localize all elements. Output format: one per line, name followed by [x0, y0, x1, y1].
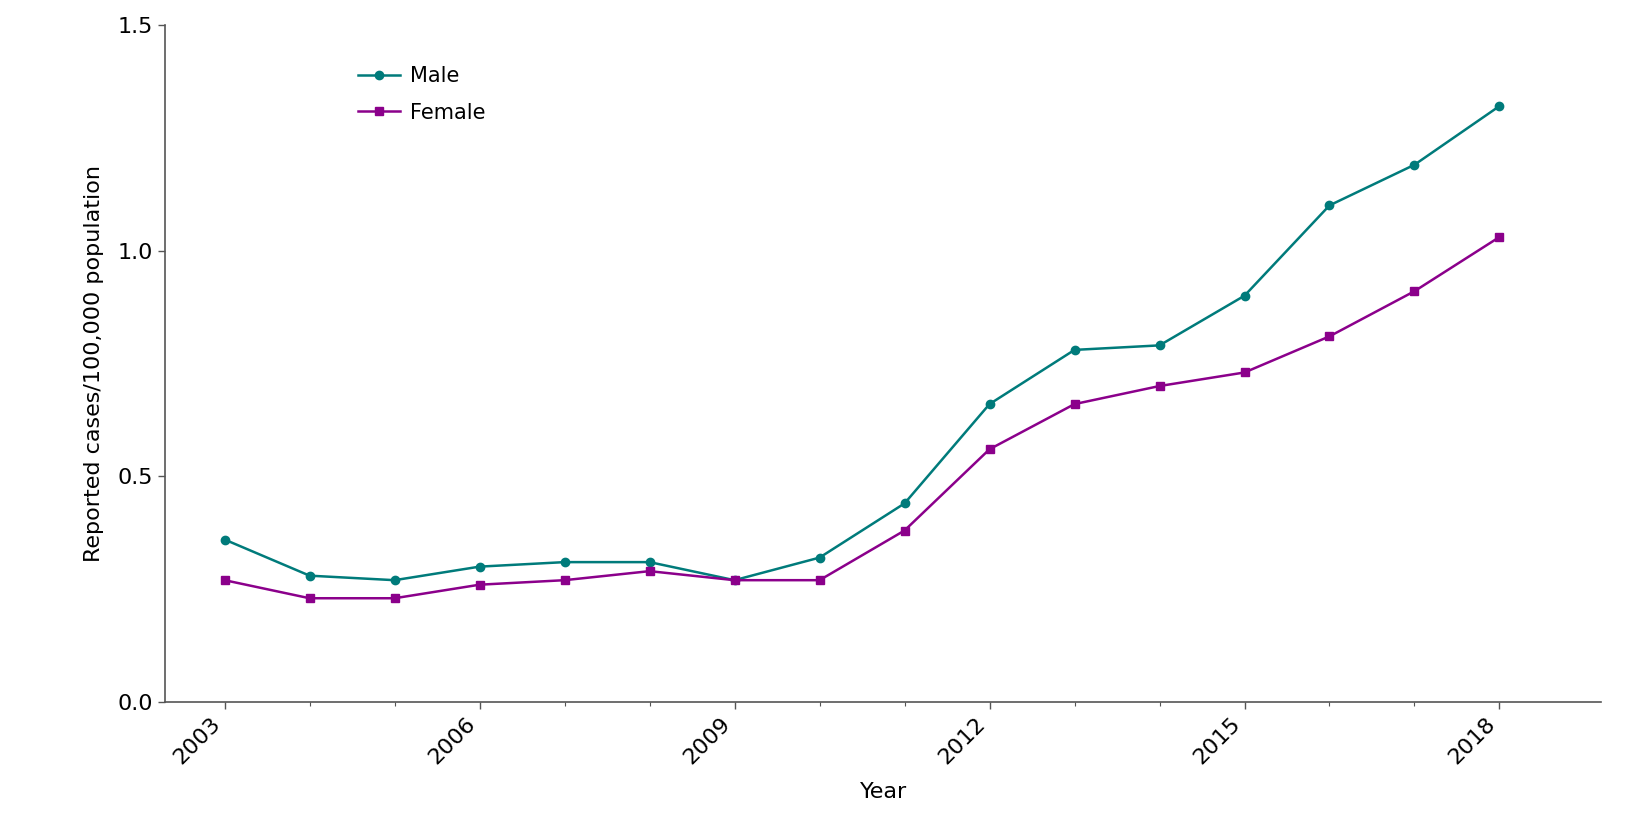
Female — [725, 575, 745, 585]
Female — [979, 444, 999, 454]
Female — [1235, 368, 1255, 377]
Female — [1065, 399, 1085, 409]
Female — [385, 593, 404, 603]
Male — [1149, 340, 1169, 350]
Male — [639, 558, 659, 567]
Male — [895, 498, 915, 508]
Female — [639, 566, 659, 576]
Male — [385, 575, 404, 585]
Female — [895, 525, 915, 535]
Female — [1405, 287, 1425, 297]
Female — [555, 575, 575, 585]
Male — [1405, 159, 1425, 169]
Female — [300, 593, 320, 603]
Female — [1319, 331, 1339, 341]
Female — [1149, 381, 1169, 391]
Male — [1319, 201, 1339, 211]
Male — [1235, 291, 1255, 301]
Female — [215, 575, 234, 585]
Female — [469, 580, 489, 590]
Legend: Male, Female: Male, Female — [348, 55, 497, 133]
Male — [809, 553, 829, 563]
Male — [469, 562, 489, 572]
Male — [725, 575, 745, 585]
Line: Female: Female — [221, 233, 1504, 602]
X-axis label: Year: Year — [860, 782, 906, 802]
Female — [809, 575, 829, 585]
Line: Male: Male — [221, 102, 1504, 584]
Male — [979, 399, 999, 409]
Female — [1489, 232, 1509, 242]
Y-axis label: Reported cases/100,000 population: Reported cases/100,000 population — [84, 165, 104, 562]
Male — [300, 571, 320, 581]
Male — [555, 558, 575, 567]
Male — [1489, 101, 1509, 111]
Male — [1065, 345, 1085, 355]
Male — [215, 534, 234, 544]
